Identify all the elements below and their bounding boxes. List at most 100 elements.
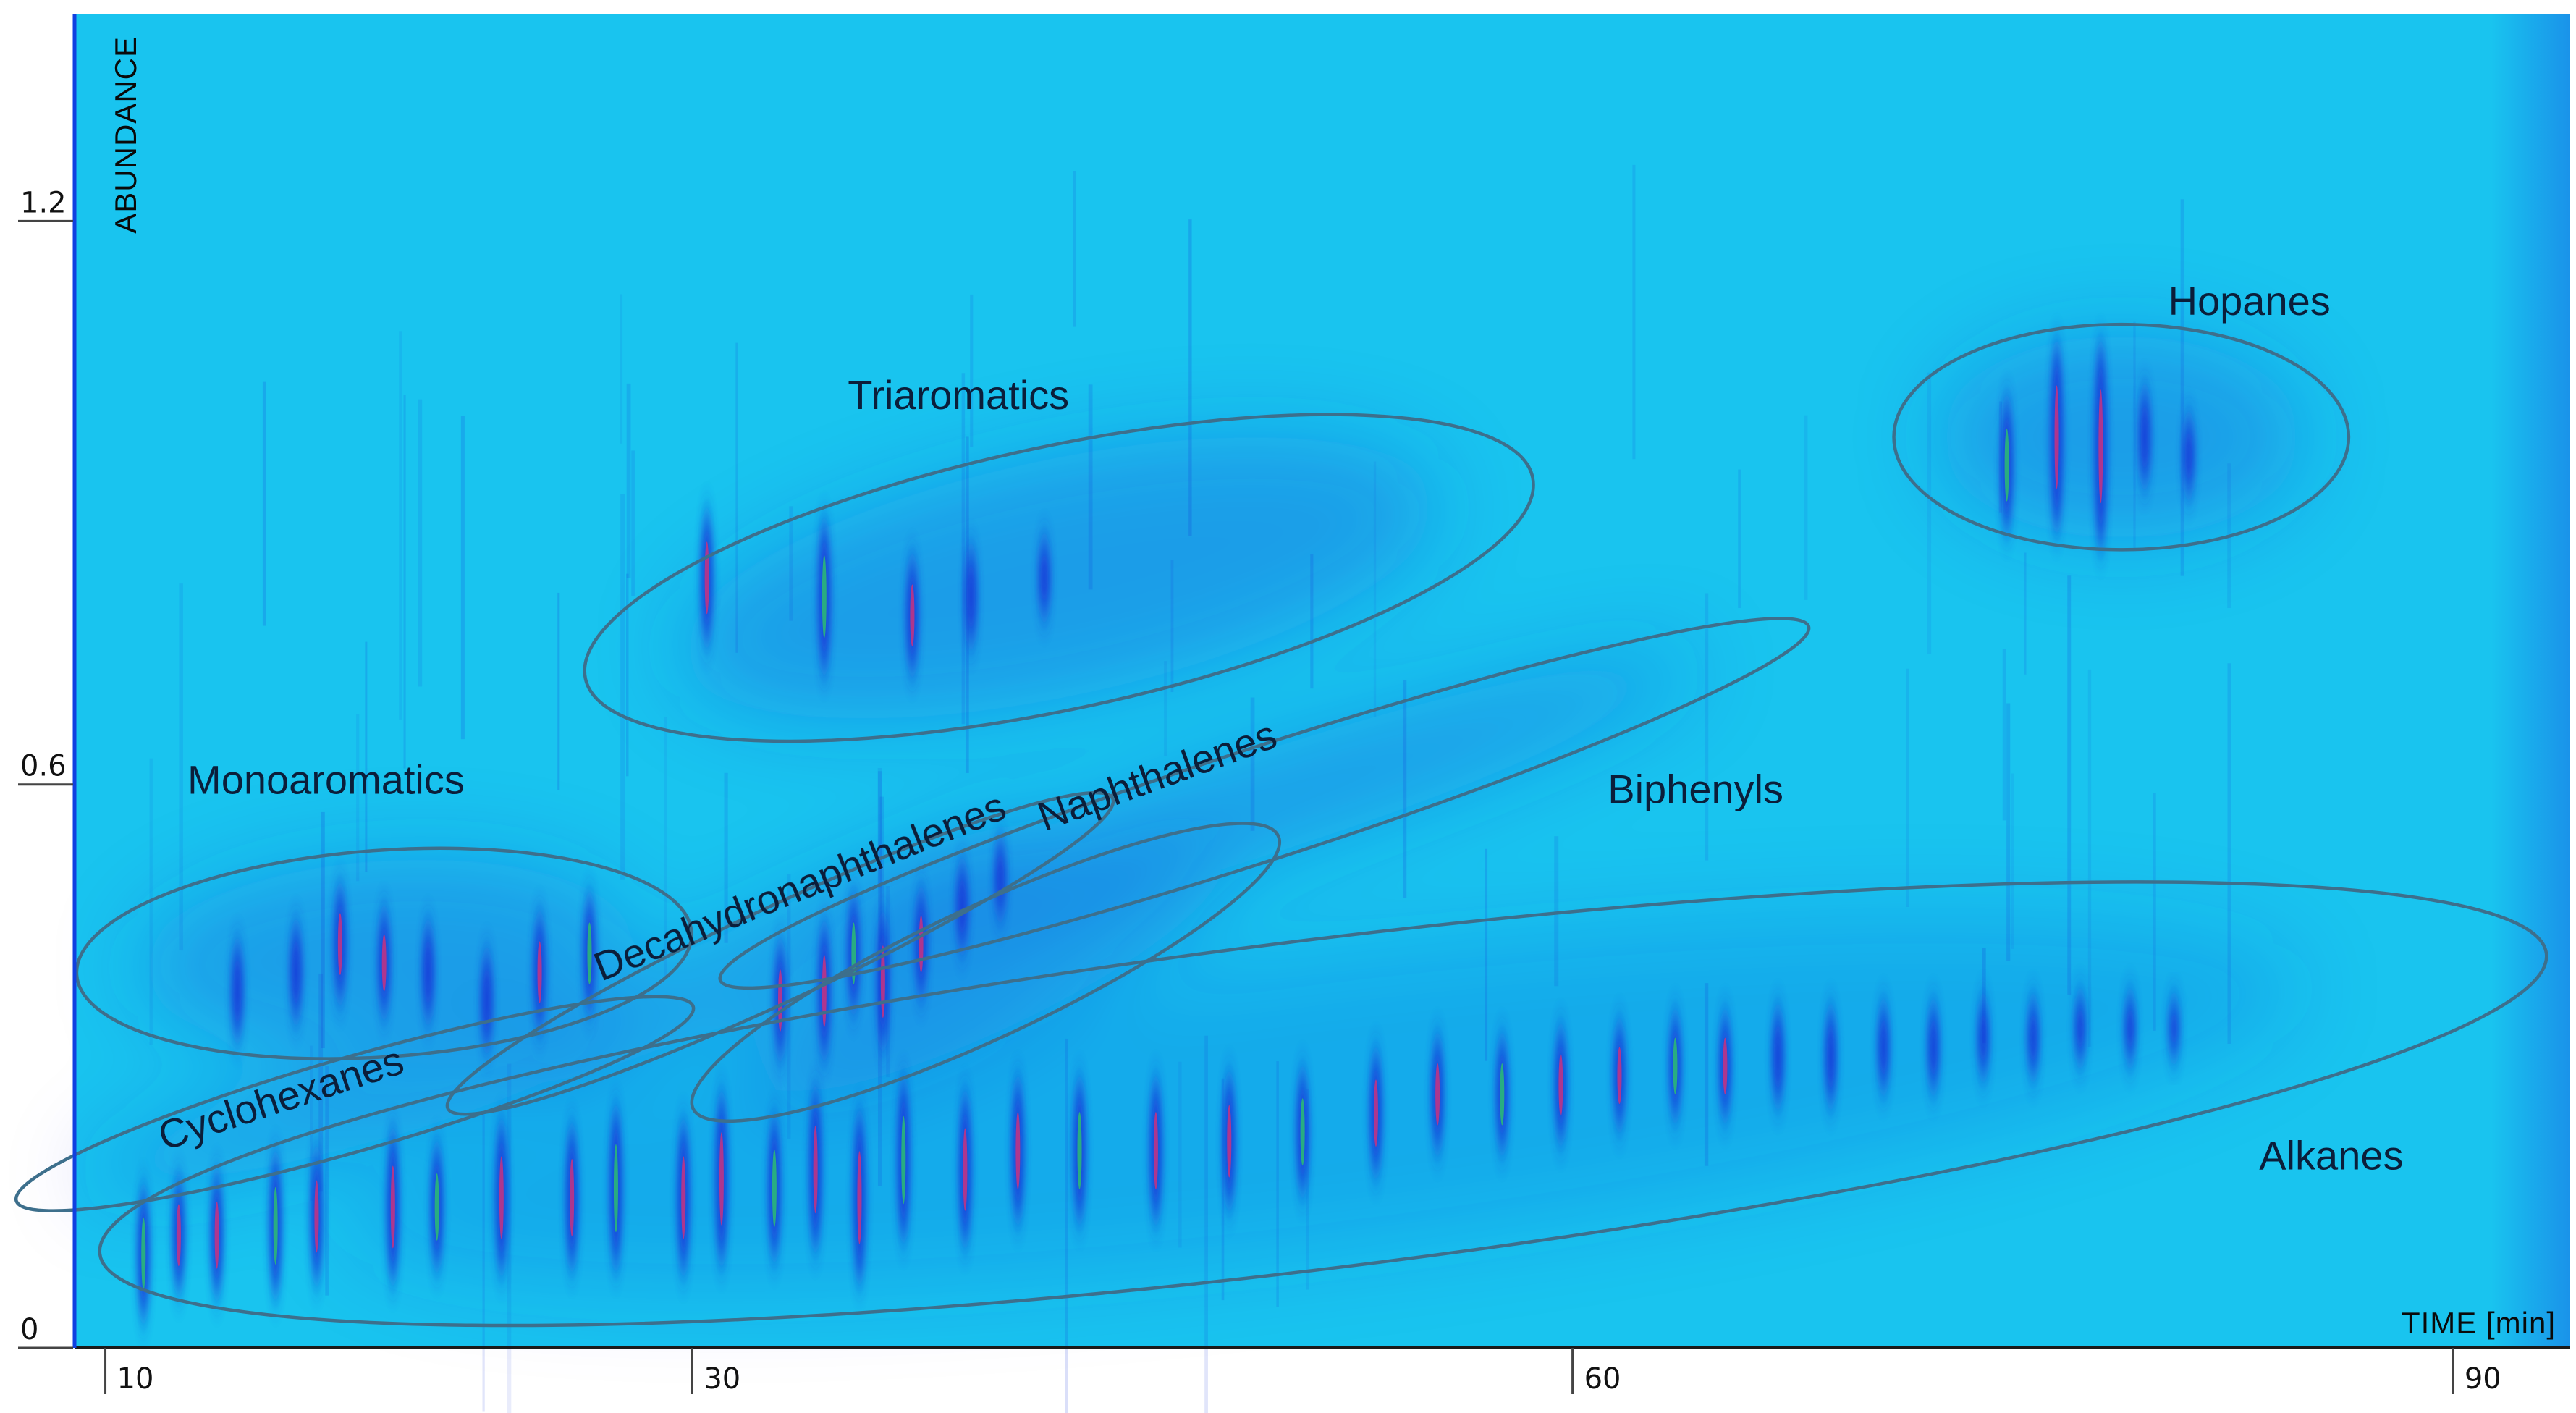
background-streak	[2067, 575, 2072, 995]
background-streak	[877, 767, 882, 888]
background-streak	[631, 450, 635, 596]
peak-core-10	[681, 1156, 686, 1239]
x-tick-label-0: 10	[117, 1362, 154, 1396]
peak-core-12	[772, 1149, 777, 1227]
peak-37	[2167, 1000, 2181, 1057]
background-streak	[1164, 661, 1167, 756]
region-label-monoaromatics: Monoaromatics	[187, 757, 465, 803]
peak-core-11	[719, 1132, 724, 1226]
peak-core-23	[1435, 1063, 1440, 1126]
peak-core-53	[704, 541, 709, 615]
peak-61	[2138, 389, 2152, 484]
right-edge-shading	[2491, 14, 2570, 1348]
background-streak	[1178, 1061, 1182, 1248]
peak-52	[994, 840, 1008, 916]
background-streak	[321, 811, 325, 1048]
background-streak	[1065, 1038, 1068, 1413]
peak-core-4	[314, 1180, 319, 1253]
peak-core-5	[390, 1165, 395, 1249]
background-streak	[1705, 593, 1709, 861]
background-streak	[1250, 697, 1255, 831]
background-streak	[1704, 983, 1709, 1166]
peak-core-17	[1015, 1112, 1021, 1190]
background-streak	[2153, 793, 2156, 1031]
background-streak	[1310, 554, 1314, 689]
background-streak	[1088, 384, 1093, 590]
peak-core-59	[2098, 389, 2103, 504]
background-streak	[664, 717, 667, 979]
peak-56	[964, 549, 978, 644]
peak-core-20	[1227, 1105, 1232, 1178]
peak-core-22	[1373, 1079, 1378, 1147]
background-streak	[310, 1045, 313, 1201]
background-streak	[262, 381, 266, 626]
peak-core-13	[813, 1125, 818, 1214]
background-streak	[1204, 1035, 1208, 1413]
background-streak	[2006, 703, 2011, 961]
peak-core-2	[214, 1201, 219, 1269]
peak-core-3	[273, 1186, 278, 1265]
x-tick-label-2: 60	[1584, 1362, 1621, 1396]
background-streak	[1554, 836, 1559, 987]
peak-57	[1037, 540, 1051, 616]
peak-core-54	[822, 555, 827, 638]
region-ellipse-triaromatics	[583, 413, 1535, 743]
background-streak	[325, 1066, 329, 1296]
peak-core-25	[1558, 1053, 1563, 1116]
peak-43	[480, 953, 494, 1047]
region-ellipse-monoaromatics	[75, 846, 693, 1060]
background-streak	[1188, 219, 1192, 536]
background-streak	[961, 373, 966, 725]
y-axis-title: ABUNDANCE	[109, 36, 143, 234]
peak-core-15	[901, 1115, 906, 1205]
background-streak	[2133, 321, 2136, 552]
background-streak	[1373, 461, 1377, 717]
abundance-glow-layer	[83, 335, 2304, 1294]
region-ellipse-naphthalenes	[690, 822, 1282, 1123]
peak-core-40	[337, 913, 342, 976]
background-streak	[2087, 669, 2092, 1047]
region-label-biphenyls: Biphenyls	[1608, 767, 1783, 812]
peak-35	[2073, 995, 2087, 1062]
background-streak	[1738, 469, 1741, 608]
x-tick-label-1: 30	[704, 1362, 740, 1396]
peak-core-0	[141, 1218, 146, 1291]
peak-core-6	[434, 1173, 439, 1241]
background-streak	[399, 331, 402, 720]
peaks-layer	[137, 343, 2195, 1320]
background-streak	[789, 506, 793, 621]
background-streak	[1221, 1078, 1225, 1301]
background-streak	[1306, 1089, 1309, 1290]
x-axis-title: TIME [min]	[2402, 1306, 2556, 1340]
peak-38	[230, 944, 244, 1038]
peak-core-28	[1723, 1037, 1728, 1095]
background-streak	[1906, 668, 1909, 907]
region-glow-2	[829, 654, 1700, 953]
peak-core-47	[822, 955, 827, 1028]
region-label-alkanes: Alkanes	[2259, 1133, 2403, 1178]
region-ellipse-cyclohexanes	[14, 995, 696, 1212]
peak-30	[1824, 1010, 1838, 1104]
peak-core-60	[2004, 429, 2009, 502]
background-streak	[2024, 552, 2027, 675]
peak-core-9	[613, 1144, 618, 1233]
peak-31	[1877, 1005, 1891, 1090]
peak-29	[1771, 1010, 1785, 1104]
background-streak	[418, 399, 423, 687]
background-streak	[879, 796, 884, 943]
region-ellipse-decahydronaphthalenes	[445, 790, 1115, 1116]
background-streak	[1982, 948, 1986, 1044]
background-streak	[1170, 560, 1174, 693]
peak-42	[421, 925, 435, 1019]
background-streak	[507, 1063, 512, 1413]
y-tick-label-1: 0.6	[20, 750, 67, 783]
region-ellipse-biphenyls	[718, 617, 1811, 990]
peak-core-14	[857, 1151, 862, 1244]
region-label-hopanes: Hopanes	[2169, 278, 2331, 324]
region-glow-1	[1939, 335, 2304, 539]
peak-51	[955, 864, 969, 949]
peak-core-19	[1153, 1112, 1158, 1190]
background-streak	[2011, 773, 2014, 949]
peak-34	[2027, 1000, 2040, 1076]
peak-core-1	[176, 1204, 181, 1267]
